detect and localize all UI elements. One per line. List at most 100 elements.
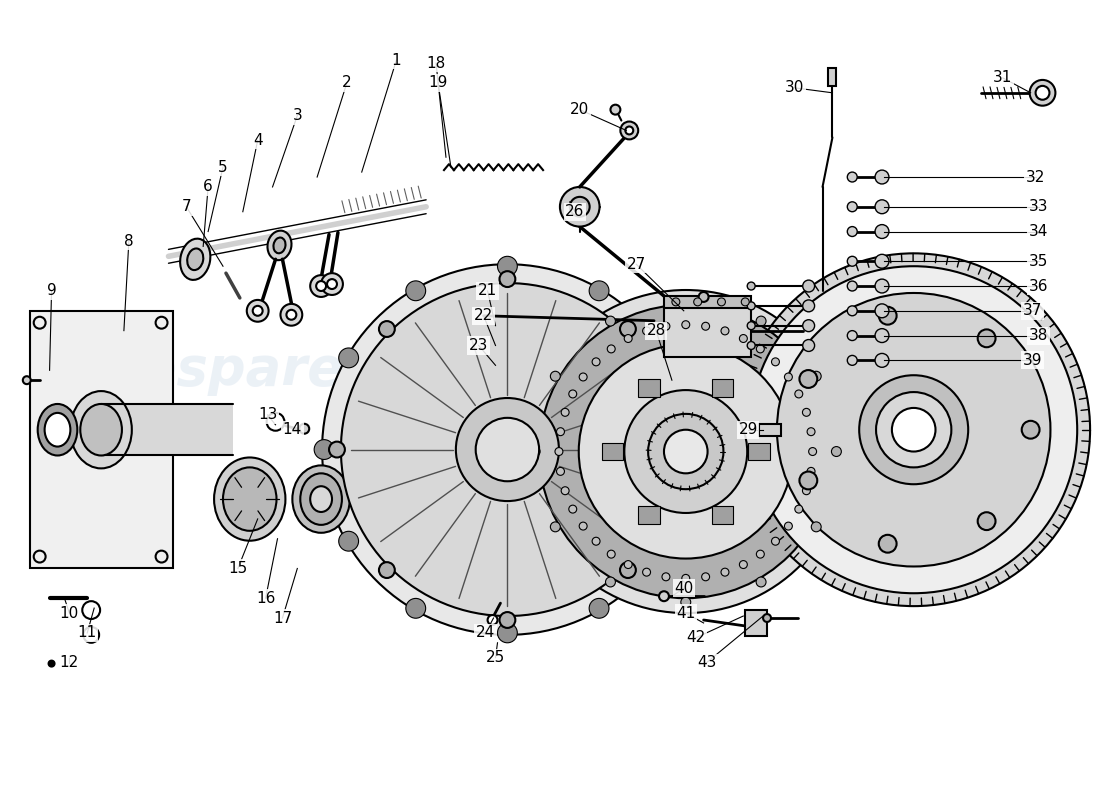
Circle shape [720,568,729,576]
Text: 24: 24 [476,626,495,640]
Circle shape [741,298,749,306]
Circle shape [847,355,857,366]
Circle shape [859,375,968,484]
Circle shape [310,275,332,297]
Circle shape [497,256,517,276]
Bar [101,404,233,455]
Circle shape [876,254,889,268]
Circle shape [315,440,334,459]
Circle shape [681,440,701,459]
Circle shape [777,293,1050,566]
Ellipse shape [267,230,292,260]
Circle shape [757,550,764,558]
Circle shape [539,305,833,598]
Circle shape [698,292,708,302]
Text: 10: 10 [59,606,79,621]
Circle shape [499,271,515,287]
Circle shape [580,373,587,381]
Circle shape [561,486,569,494]
Text: 34: 34 [1028,224,1048,239]
Circle shape [620,321,636,337]
Text: 39: 39 [1023,353,1043,368]
Ellipse shape [274,238,286,254]
Circle shape [560,187,600,226]
Circle shape [756,577,766,587]
Circle shape [322,264,693,635]
Text: 43: 43 [697,655,716,670]
Ellipse shape [187,249,204,270]
Circle shape [592,358,600,366]
Circle shape [657,348,676,368]
Circle shape [34,550,45,562]
Circle shape [784,522,792,530]
Circle shape [642,327,650,335]
Text: eurospares: eurospares [487,522,821,574]
Circle shape [569,390,576,398]
Circle shape [624,334,632,342]
Circle shape [807,428,815,436]
Circle shape [329,442,345,458]
Text: 1: 1 [392,53,402,67]
Circle shape [499,612,515,628]
Circle shape [664,430,707,474]
Bar [748,442,770,461]
Text: 19: 19 [428,75,448,90]
Text: 37: 37 [1023,303,1043,318]
Circle shape [648,414,724,489]
Text: 21: 21 [478,283,497,298]
Bar [712,379,734,397]
Circle shape [771,358,780,366]
Circle shape [763,614,771,622]
Bar [664,306,751,358]
Circle shape [784,373,792,381]
Text: 35: 35 [1028,254,1048,269]
Circle shape [771,538,780,545]
Circle shape [800,471,817,490]
Circle shape [379,562,395,578]
Circle shape [802,486,811,494]
Circle shape [879,535,896,553]
Circle shape [847,172,857,182]
Circle shape [34,317,45,329]
Circle shape [681,598,691,607]
Circle shape [847,306,857,316]
Circle shape [607,345,615,353]
Text: 40: 40 [674,581,693,596]
Circle shape [757,345,764,353]
Bar [745,610,767,636]
Text: 38: 38 [1028,328,1048,343]
Bar [664,296,751,308]
Circle shape [280,304,302,326]
Circle shape [717,298,725,306]
Circle shape [876,304,889,318]
Circle shape [847,256,857,266]
Circle shape [590,281,609,301]
Circle shape [253,306,263,316]
Text: 6: 6 [204,179,213,194]
Circle shape [339,348,359,368]
Polygon shape [30,311,174,569]
Circle shape [802,408,811,416]
Text: 26: 26 [565,204,584,219]
Circle shape [23,376,31,384]
Circle shape [155,550,167,562]
Circle shape [876,329,889,342]
Text: 17: 17 [273,610,293,626]
Circle shape [702,322,710,330]
Circle shape [620,562,636,578]
Text: 4: 4 [253,133,263,148]
Circle shape [737,254,1090,606]
Circle shape [1030,80,1055,106]
Circle shape [642,568,650,576]
Circle shape [557,467,564,475]
Text: 15: 15 [228,561,248,576]
Circle shape [561,408,569,416]
Ellipse shape [223,467,276,531]
Ellipse shape [70,391,132,468]
Circle shape [978,330,996,347]
Ellipse shape [45,413,70,446]
Circle shape [681,296,691,306]
Circle shape [879,307,896,325]
Circle shape [672,298,680,306]
Text: 2: 2 [342,75,352,90]
